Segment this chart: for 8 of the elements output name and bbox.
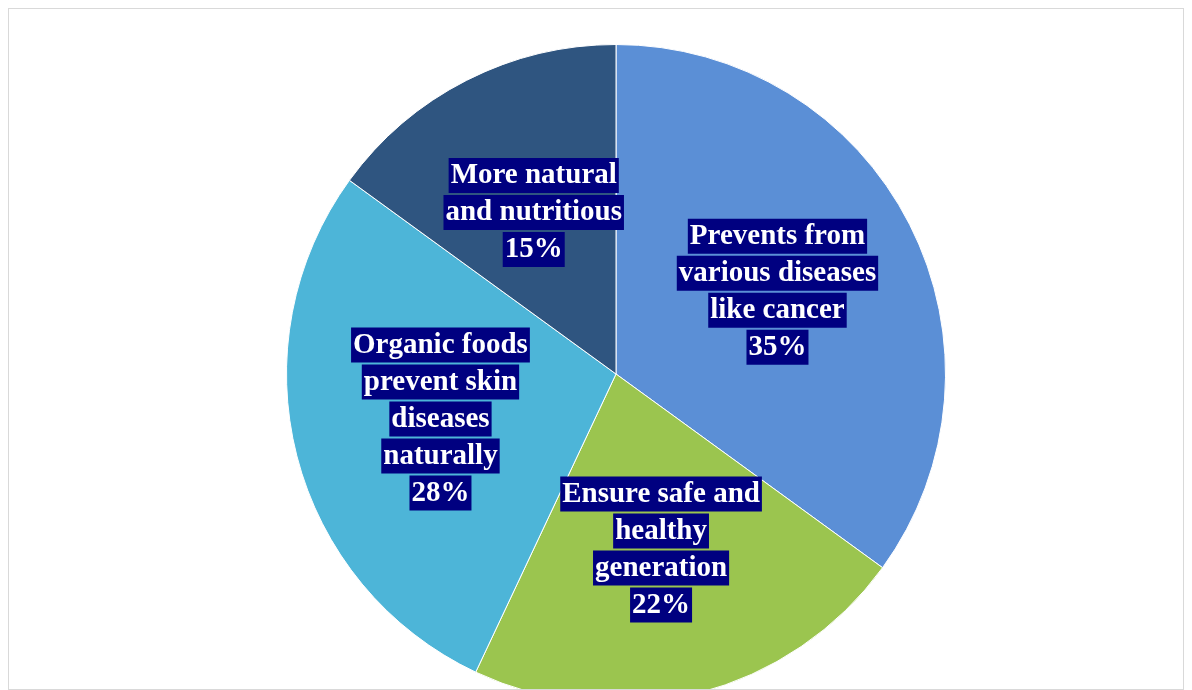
slice-label: More natural and nutritious	[445, 157, 622, 227]
slice-label: Ensure safe and healthy generation	[562, 475, 760, 582]
slice-label: Prevents from various diseases like cancer	[678, 217, 877, 324]
data-label: 22%	[632, 586, 691, 619]
slice-label: Organic foods prevent skin diseases naturally	[353, 326, 528, 470]
data-label: 28%	[411, 474, 470, 507]
data-label: 35%	[748, 328, 807, 361]
data-label: 15%	[504, 231, 563, 264]
